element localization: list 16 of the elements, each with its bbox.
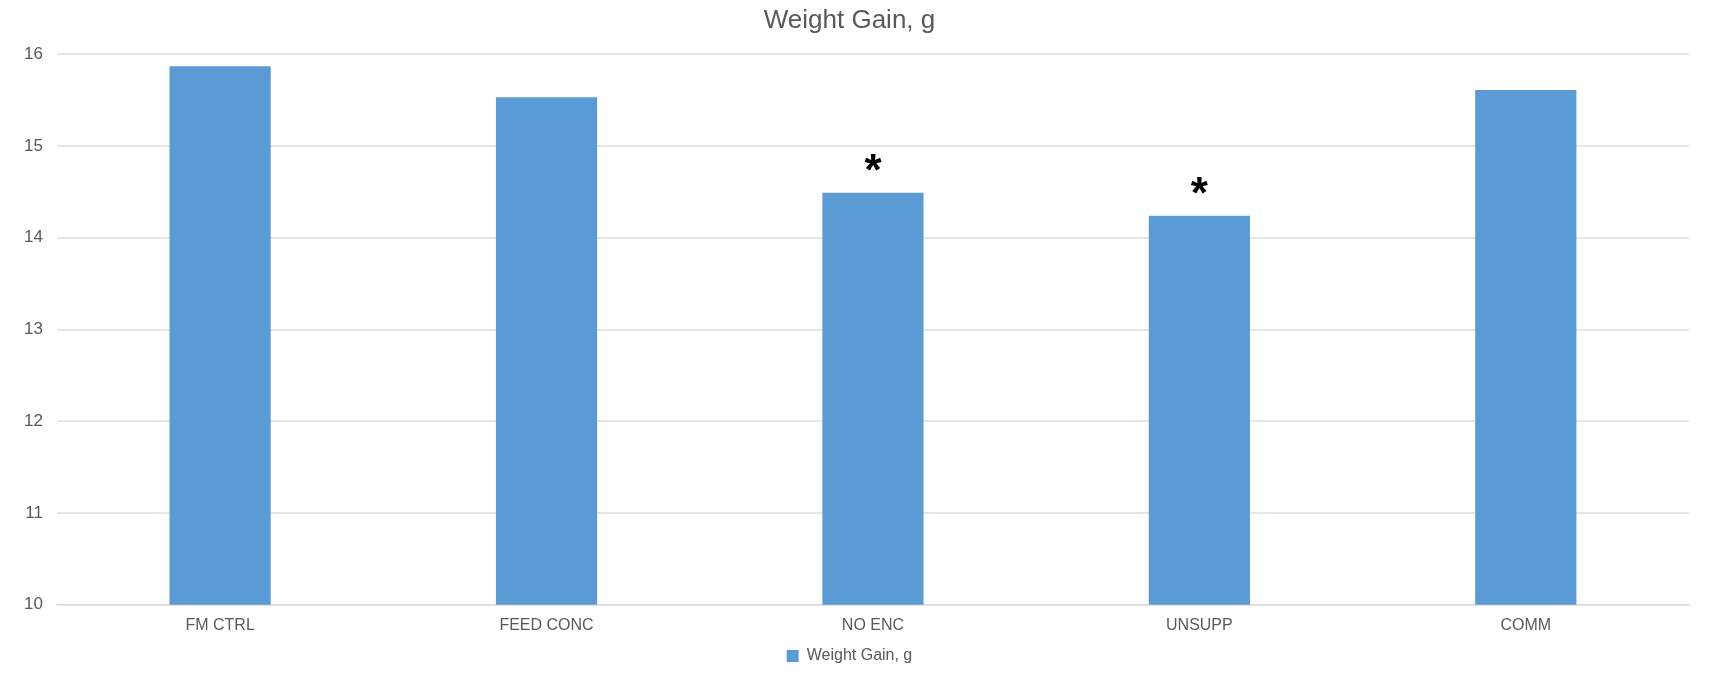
x-tick-label: UNSUPP	[1166, 615, 1233, 633]
annotation: *	[864, 144, 883, 194]
x-tick-label: FEED CONC	[499, 615, 594, 633]
y-tick-label: 13	[23, 319, 43, 339]
y-tick-label: 15	[23, 135, 43, 155]
chart-title: Weight Gain, g	[763, 3, 936, 34]
y-tick-label: 11	[25, 502, 43, 522]
x-tick-label: COMM	[1500, 615, 1552, 633]
y-tick-label: 12	[23, 410, 43, 430]
y-tick-label: 10	[23, 594, 43, 614]
y-tick-label: 16	[23, 43, 43, 63]
x-tick-label: NO ENC	[841, 615, 905, 633]
legend-label: Weight Gain, g	[806, 646, 913, 664]
y-tick-label: 14	[23, 227, 43, 247]
annotation: *	[1190, 167, 1209, 217]
x-tick-label: FM CTRL	[185, 615, 255, 633]
